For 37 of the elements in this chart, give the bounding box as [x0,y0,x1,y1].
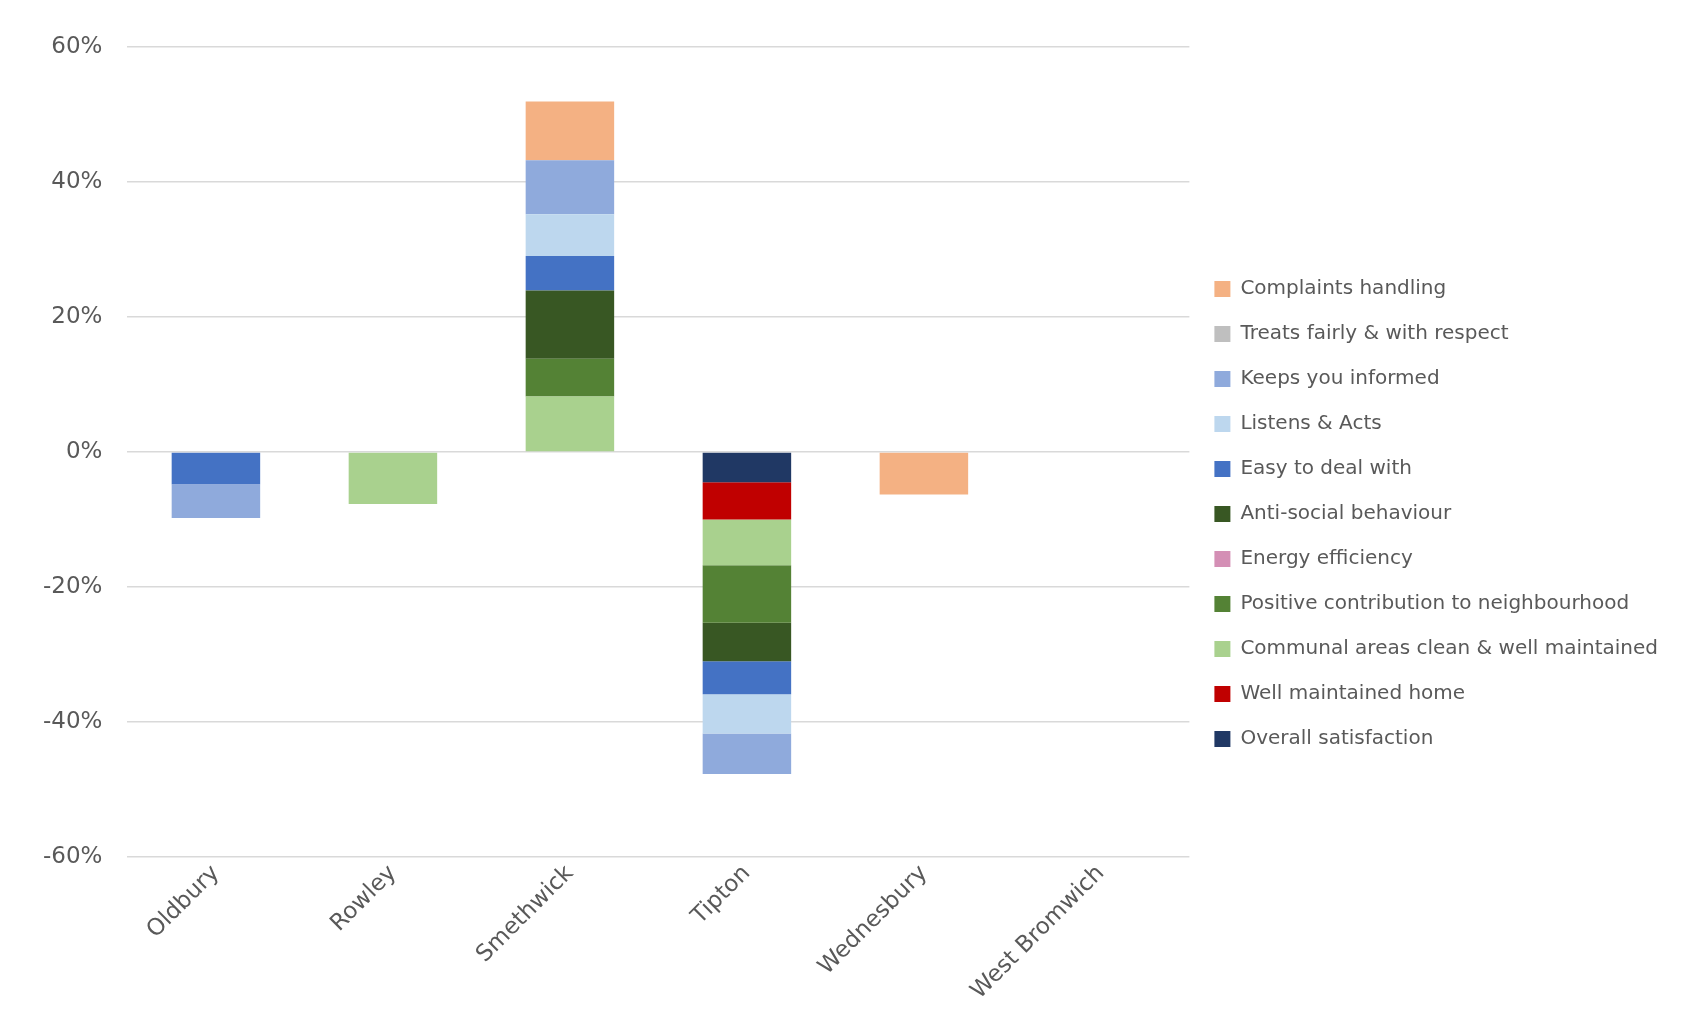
legend-label: Communal areas clean & well maintained [1240,635,1659,660]
y-tick-label: 0% [65,436,103,463]
bar [702,452,792,483]
y-tick-label: -20% [43,571,103,598]
bar [171,452,261,485]
bar [702,694,792,734]
bar [525,358,615,397]
bar [879,452,969,495]
bar [525,214,615,257]
bar [702,519,792,566]
bar [525,256,615,291]
legend-label: Overall satisfaction [1240,725,1434,750]
legend-label: Keeps you informed [1240,365,1440,390]
legend-label: Treats fairly & with respect [1239,320,1509,345]
y-tick-label: -40% [43,706,103,733]
bar [702,661,792,695]
legend-label: Easy to deal with [1240,455,1412,480]
bar [702,733,792,774]
legend-label: Listens & Acts [1240,410,1382,435]
legend-label: Positive contribution to neighbourhood [1240,590,1630,615]
y-tick-label: 60% [51,31,103,58]
bar [525,160,615,215]
bar [702,482,792,520]
y-tick-label: 20% [51,301,103,328]
bar [525,101,615,161]
bar [525,396,615,452]
legend-label: Complaints handling [1240,275,1447,300]
y-tick-label: 40% [51,166,103,193]
legend-label: Anti-social behaviour [1240,500,1452,525]
bar [702,565,792,623]
bar [525,290,615,359]
bar [702,622,792,662]
legend-label: Well maintained home [1240,680,1466,705]
y-tick-label: -60% [43,841,103,868]
legend-label: Energy efficiency [1240,545,1413,570]
bar [171,484,261,519]
bar [348,452,438,504]
